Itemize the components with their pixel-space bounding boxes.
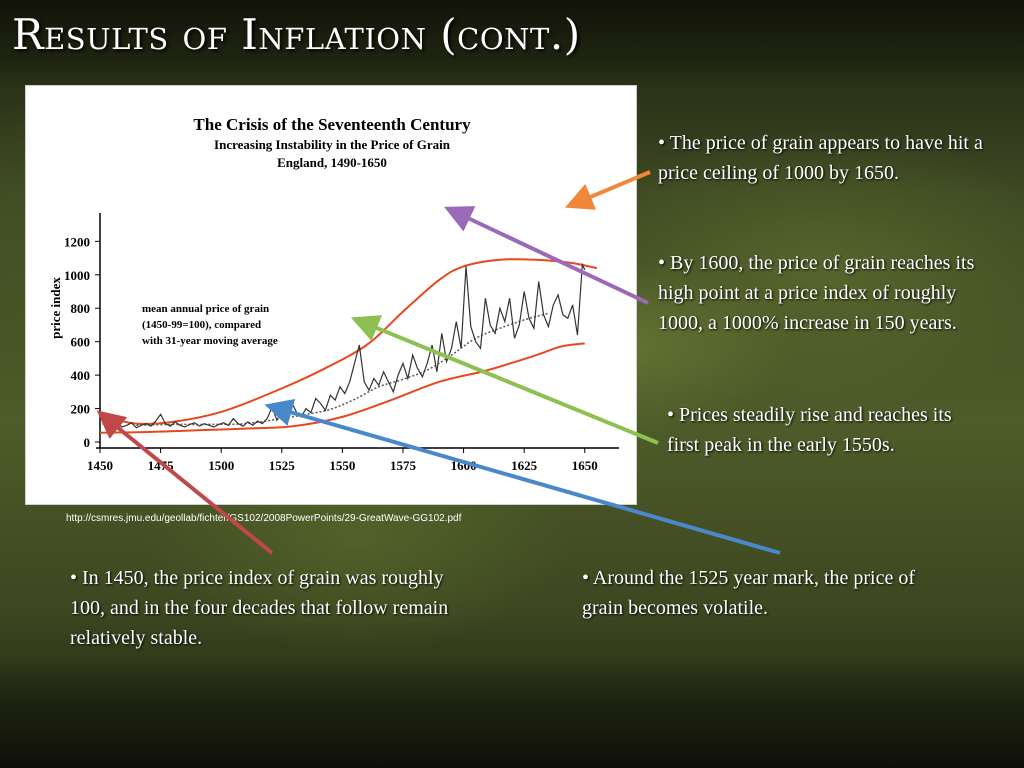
note-1450-start: • In 1450, the price index of grain was … xyxy=(70,567,449,649)
x-tick-label: 1550 xyxy=(329,458,355,473)
arrow-first-peak xyxy=(350,315,659,445)
price-chart: The Crisis of the Seventeenth Century In… xyxy=(48,115,619,473)
slide-title: Results of Inflation (cont.) xyxy=(12,10,581,59)
y-tick-label: 400 xyxy=(71,368,91,383)
source-url: http://csmres.jmu.edu/geollab/fichter/GS… xyxy=(66,513,462,524)
x-tick-label: 1500 xyxy=(208,458,234,473)
y-tick-label: 800 xyxy=(71,301,91,316)
chart-annotation-line: mean annual price of grain xyxy=(142,303,269,315)
chart-subtitle-2: England, 1490-1650 xyxy=(277,155,387,170)
y-tick-label: 0 xyxy=(84,435,91,450)
y-tick-label: 600 xyxy=(71,335,91,350)
chart-title: The Crisis of the Seventeenth Century xyxy=(193,115,471,134)
note-high-point: • By 1600, the price of grain reaches it… xyxy=(658,252,975,334)
note-first-peak: • Prices steadily rise and reaches its f… xyxy=(667,404,952,456)
x-tick-label: 1625 xyxy=(511,458,538,473)
background-shade-top xyxy=(0,0,1024,85)
background-shade-bottom xyxy=(0,658,1024,768)
series-annual-price xyxy=(102,262,586,429)
y-tick-label: 1200 xyxy=(64,234,90,249)
x-tick-label: 1575 xyxy=(390,458,417,473)
note-price-ceiling: • The price of grain appears to have hit… xyxy=(658,132,983,184)
chart-annotation-line: (1450-99=100), compared xyxy=(142,319,261,331)
note-volatility: • Around the 1525 year mark, the price o… xyxy=(582,567,916,619)
y-tick-label: 1000 xyxy=(64,268,90,283)
series-upper-envelope xyxy=(104,258,598,425)
chart-annotation-line: with 31-year moving average xyxy=(142,335,278,347)
x-tick-label: 1525 xyxy=(269,458,296,473)
x-tick-label: 1450 xyxy=(87,458,113,473)
x-tick-label: 1650 xyxy=(572,458,598,473)
series-lower-envelope xyxy=(99,342,585,434)
y-tick-label: 200 xyxy=(71,402,91,417)
y-axis-label: price index xyxy=(48,277,63,339)
arrow-high-point xyxy=(444,206,649,305)
arrow-1450-start xyxy=(96,410,274,555)
chart-subtitle: Increasing Instability in the Price of G… xyxy=(214,137,451,152)
arrow-price-ceiling xyxy=(564,170,651,210)
arrow-volatility xyxy=(264,398,781,555)
